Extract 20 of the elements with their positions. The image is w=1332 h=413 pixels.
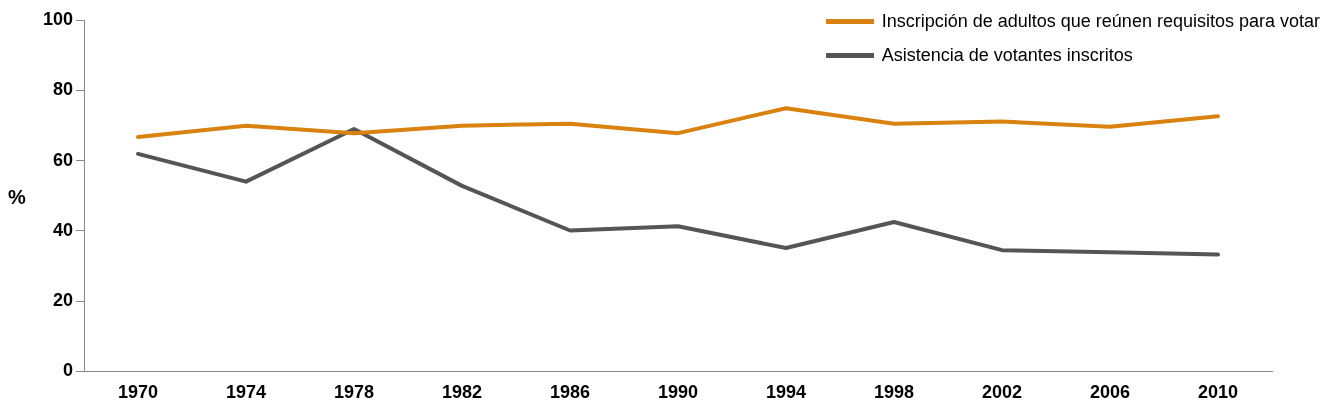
y-tick-label: 80	[53, 79, 74, 100]
x-tick-label: 1974	[226, 382, 267, 403]
x-tick-label: 1994	[765, 382, 807, 403]
y-axis-title: %	[8, 186, 26, 209]
y-tick-label: 60	[53, 149, 74, 170]
x-tick-label: 1990	[657, 382, 699, 403]
x-tick-label: 2002	[981, 382, 1023, 403]
legend-label: Inscripción de adultos que reúnen requisitos para votar	[881, 10, 1320, 32]
x-tick-label: 1998	[873, 382, 915, 403]
y-tick-label: 100	[42, 8, 74, 29]
x-tick-label: 1970	[118, 382, 159, 403]
x-tick-label: 1986	[550, 382, 591, 403]
y-tick-label: 40	[53, 219, 74, 240]
y-tick-label: 20	[53, 290, 74, 311]
legend-label: Asistencia de votantes inscritos	[881, 44, 1133, 66]
y-tick-label: 0	[63, 360, 74, 381]
x-tick-label: 1978	[334, 382, 375, 403]
x-tick-label: 2010	[1197, 382, 1239, 403]
x-tick-label: 1982	[442, 382, 483, 403]
x-tick-label: 2006	[1089, 382, 1131, 403]
